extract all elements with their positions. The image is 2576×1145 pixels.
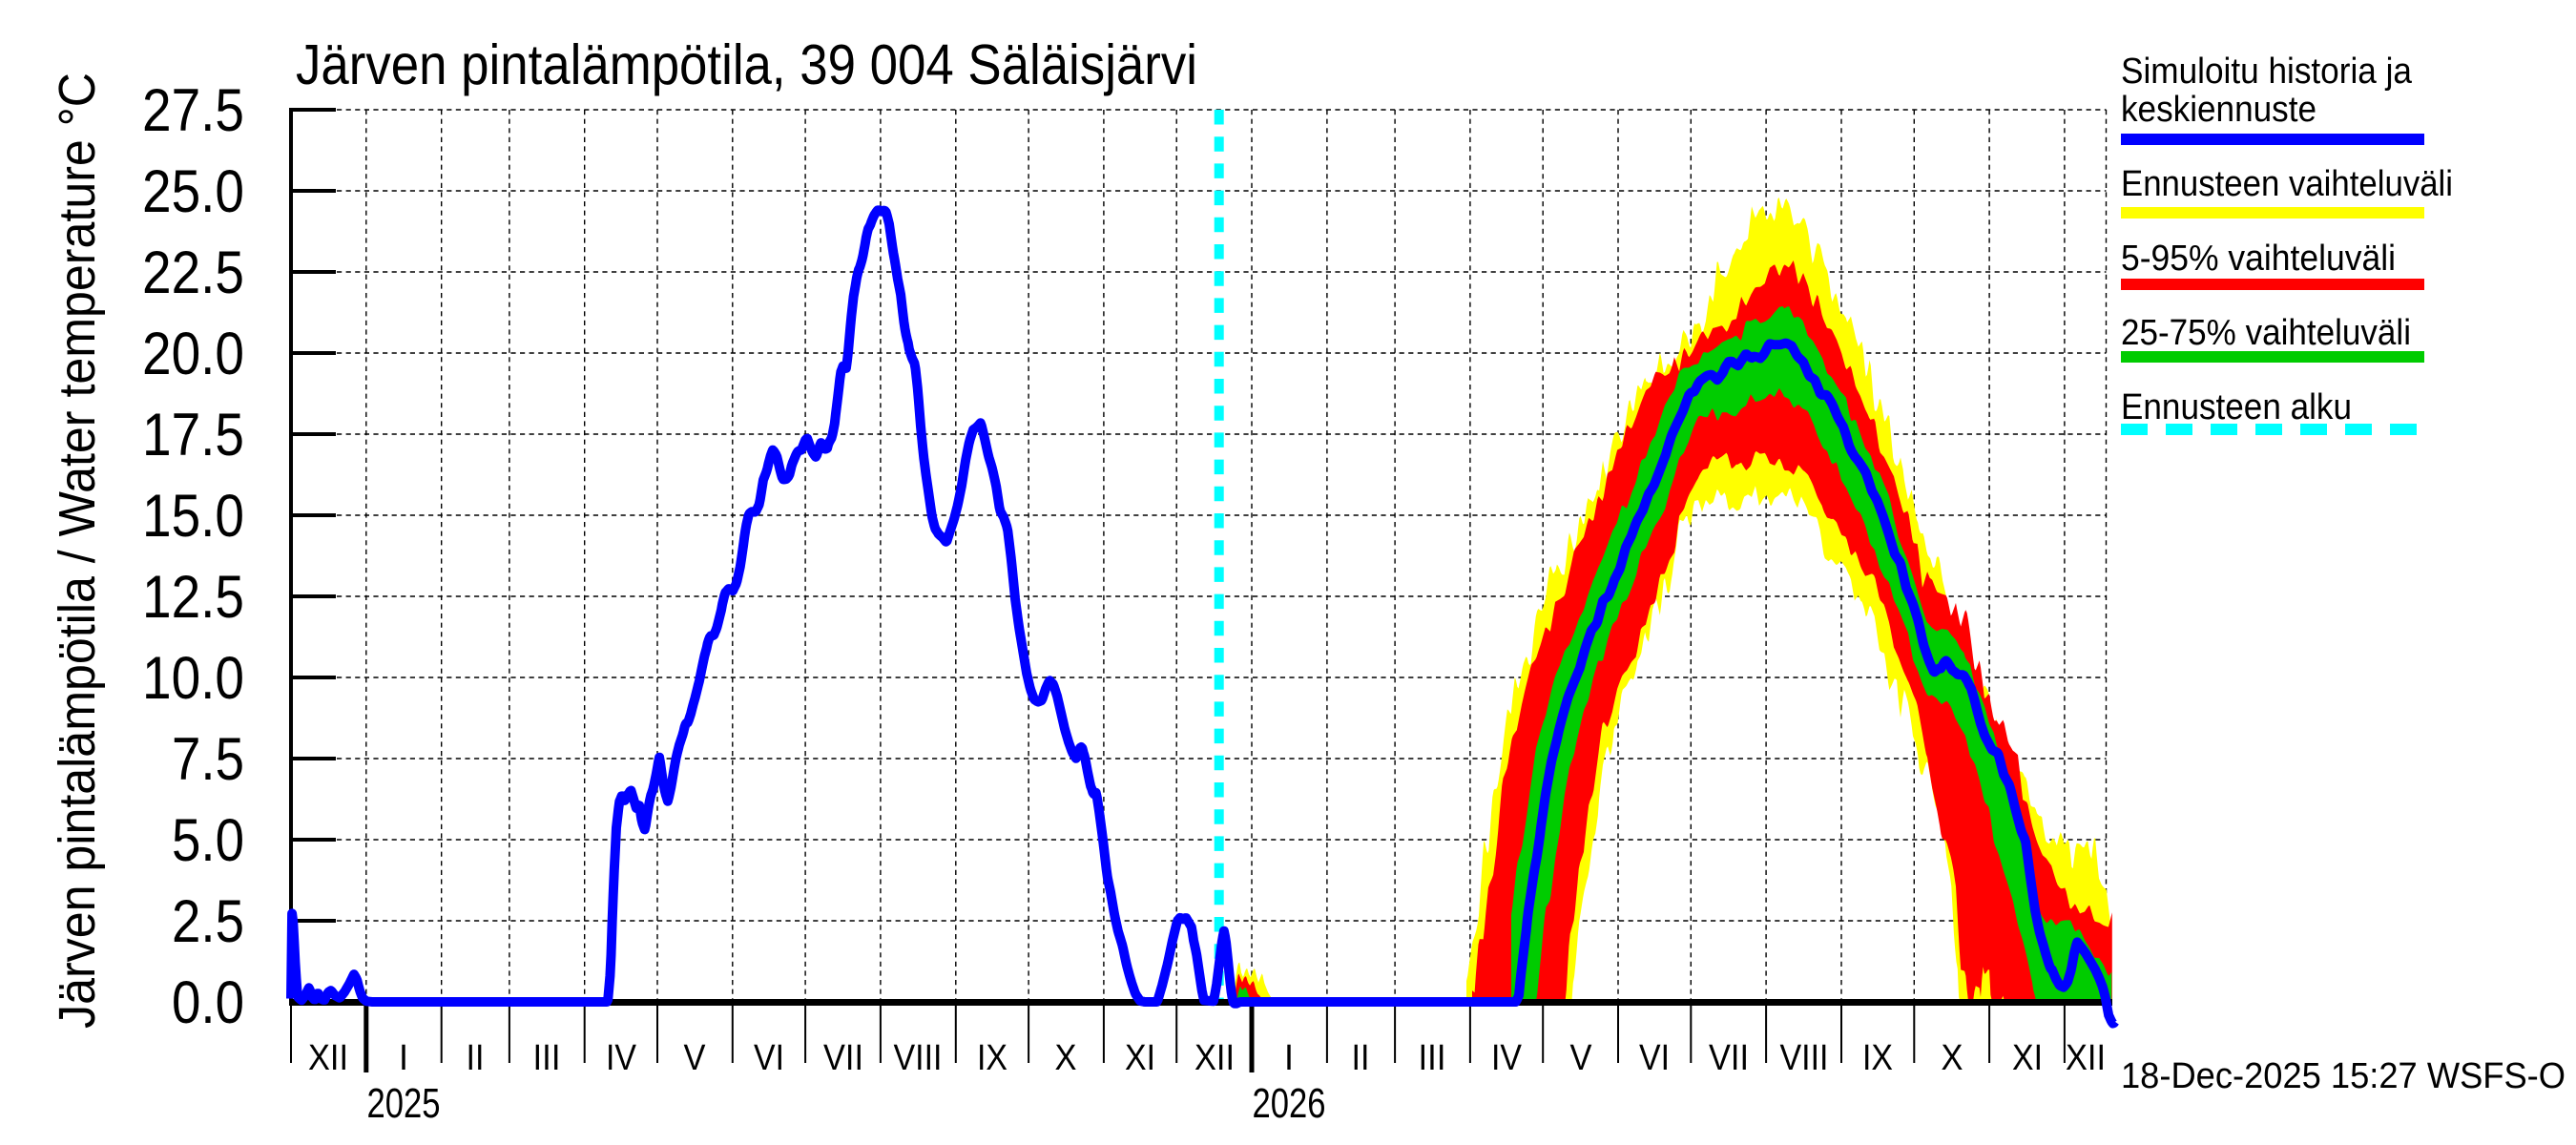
svg-text:keskiennuste: keskiennuste (2121, 90, 2316, 130)
svg-text:I: I (1284, 1038, 1294, 1078)
svg-text:Ennusteen vaihteluväli: Ennusteen vaihteluväli (2121, 164, 2453, 204)
svg-text:25.0: 25.0 (142, 158, 244, 225)
svg-text:17.5: 17.5 (142, 402, 244, 468)
svg-text:VII: VII (1709, 1038, 1749, 1078)
svg-text:IV: IV (1491, 1038, 1523, 1078)
svg-text:II: II (1352, 1038, 1370, 1078)
svg-text:10.0: 10.0 (142, 645, 244, 712)
svg-text:20.0: 20.0 (142, 321, 244, 387)
svg-text:V: V (1570, 1038, 1593, 1078)
svg-text:VIII: VIII (894, 1038, 943, 1078)
svg-text:IX: IX (977, 1038, 1008, 1078)
svg-text:5.0: 5.0 (172, 807, 244, 874)
svg-text:VI: VI (754, 1038, 784, 1078)
svg-text:0.0: 0.0 (172, 969, 244, 1036)
svg-text:Järven pintalämpötila, 39 004: Järven pintalämpötila, 39 004 Säläisjärv… (296, 33, 1197, 96)
svg-text:5-95% vaihteluväli: 5-95% vaihteluväli (2121, 239, 2396, 279)
svg-text:XI: XI (2012, 1038, 2043, 1078)
svg-text:VII: VII (823, 1038, 863, 1078)
svg-text:2026: 2026 (1253, 1080, 1326, 1127)
svg-text:XII: XII (308, 1038, 348, 1078)
svg-text:25-75% vaihteluväli: 25-75% vaihteluväli (2121, 313, 2411, 353)
svg-text:XII: XII (2066, 1038, 2106, 1078)
svg-text:Järven pintalämpötila / Water: Järven pintalämpötila / Water temperatur… (49, 73, 106, 1029)
svg-text:I: I (399, 1038, 408, 1078)
svg-text:XII: XII (1195, 1038, 1235, 1078)
svg-text:X: X (1055, 1038, 1077, 1078)
svg-text:Simuloitu historia ja: Simuloitu historia ja (2121, 52, 2413, 92)
svg-text:VIII: VIII (1780, 1038, 1829, 1078)
svg-text:VI: VI (1639, 1038, 1670, 1078)
svg-text:X: X (1942, 1038, 1963, 1078)
svg-text:12.5: 12.5 (142, 564, 244, 631)
svg-text:18-Dec-2025 15:27 WSFS-O: 18-Dec-2025 15:27 WSFS-O (2121, 1056, 2566, 1096)
svg-text:II: II (467, 1038, 485, 1078)
svg-text:7.5: 7.5 (172, 726, 244, 793)
svg-text:III: III (533, 1038, 561, 1078)
svg-text:22.5: 22.5 (142, 239, 244, 306)
svg-text:XI: XI (1125, 1038, 1155, 1078)
svg-text:Ennusteen alku: Ennusteen alku (2121, 387, 2352, 427)
svg-text:IX: IX (1862, 1038, 1893, 1078)
svg-text:III: III (1419, 1038, 1446, 1078)
svg-text:2.5: 2.5 (172, 888, 244, 955)
svg-text:2025: 2025 (367, 1080, 441, 1127)
svg-text:IV: IV (606, 1038, 637, 1078)
svg-text:27.5: 27.5 (142, 77, 244, 144)
svg-text:V: V (684, 1038, 707, 1078)
svg-text:15.0: 15.0 (142, 483, 244, 550)
